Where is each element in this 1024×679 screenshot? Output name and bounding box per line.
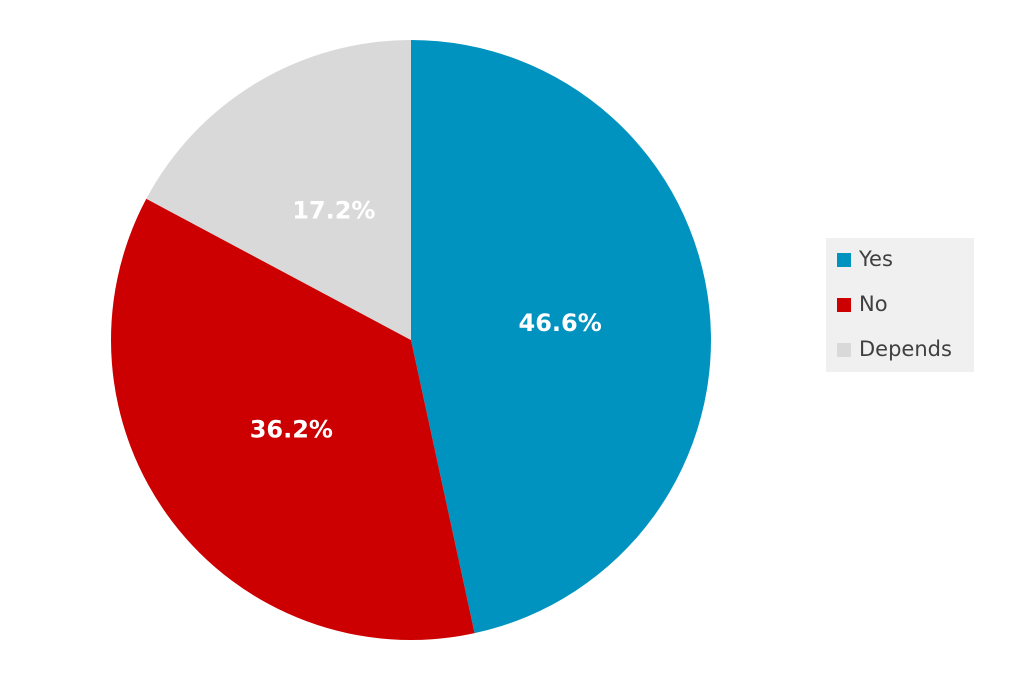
- value-label: 46.6%: [519, 309, 602, 337]
- value-label: 36.2%: [250, 415, 333, 443]
- legend-label: No: [859, 292, 888, 316]
- legend-label: Depends: [859, 337, 952, 361]
- value-label: 17.2%: [292, 196, 375, 224]
- pie-slice: [411, 40, 711, 634]
- legend-swatch: [837, 298, 851, 312]
- pie-slice: [111, 198, 475, 640]
- legend-swatch: [837, 343, 851, 357]
- pie-slice: [146, 40, 412, 340]
- legend-swatch: [837, 253, 851, 267]
- legend-label: Yes: [858, 247, 893, 271]
